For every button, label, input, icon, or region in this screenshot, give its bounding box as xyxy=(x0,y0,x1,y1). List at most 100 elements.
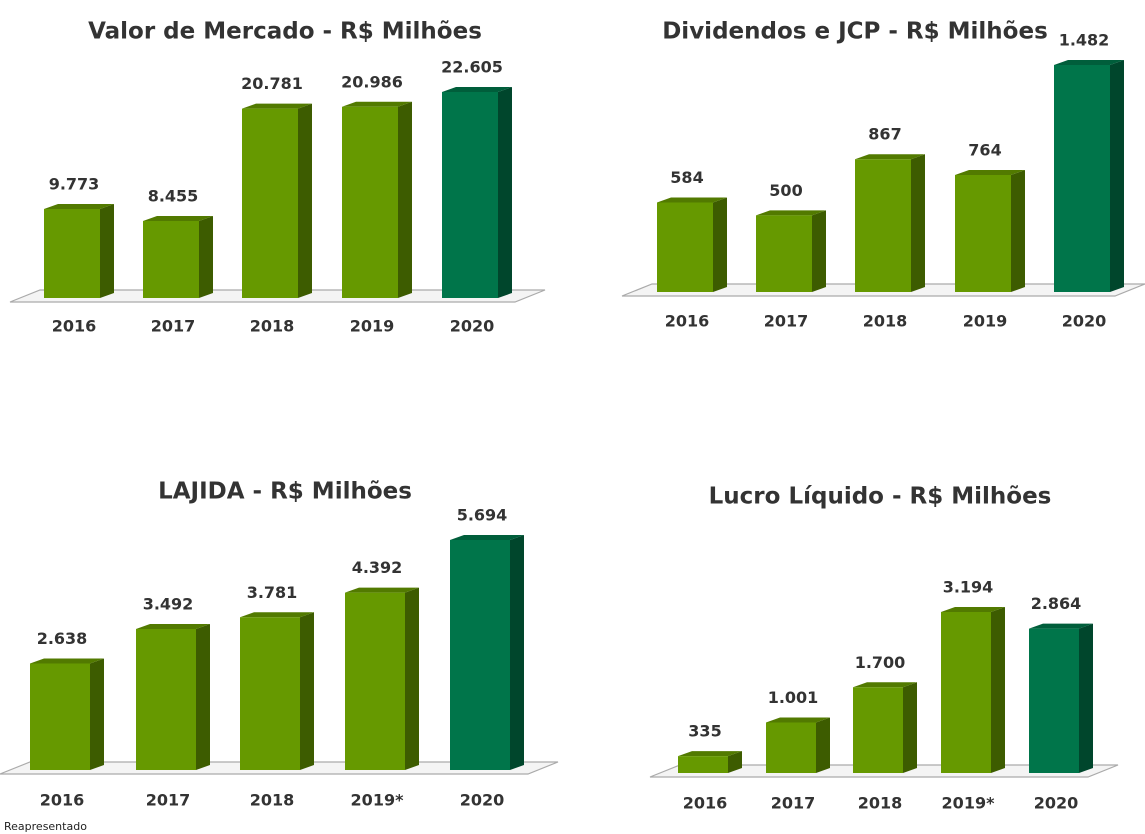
bar-face xyxy=(90,658,104,770)
x-tick-label: 2016 xyxy=(683,794,728,813)
bar-face xyxy=(342,101,412,107)
bar-face xyxy=(855,159,911,292)
bar-face xyxy=(678,756,728,773)
value-label: 20.986 xyxy=(341,72,403,91)
x-tick-label: 2017 xyxy=(771,794,816,813)
bar xyxy=(136,623,210,770)
value-label: 22.605 xyxy=(441,58,503,77)
bar-face xyxy=(510,535,524,770)
value-label: 500 xyxy=(769,181,802,200)
bar-face xyxy=(44,203,114,209)
bar-face xyxy=(1011,169,1025,292)
value-label: 3.194 xyxy=(943,578,994,597)
value-label: 1.001 xyxy=(768,688,819,707)
bar-face xyxy=(955,169,1025,175)
value-label: 867 xyxy=(868,125,901,144)
x-tick-label: 2020 xyxy=(1034,794,1079,813)
value-label: 335 xyxy=(688,722,721,741)
value-label: 5.694 xyxy=(457,506,508,525)
value-label: 584 xyxy=(670,168,703,187)
bar-face xyxy=(991,607,1005,773)
x-tick-label: 2019 xyxy=(350,317,395,336)
bar-face xyxy=(1054,60,1124,65)
bar-face xyxy=(812,210,826,292)
x-tick-label: 2017 xyxy=(146,791,191,810)
value-label: 9.773 xyxy=(49,174,100,193)
value-label: 2.638 xyxy=(37,629,88,648)
bar-face xyxy=(100,203,114,298)
x-tick-label: 2018 xyxy=(863,312,908,331)
x-tick-label: 2020 xyxy=(460,791,505,810)
bar xyxy=(345,587,419,770)
bar-face xyxy=(1110,60,1124,292)
bar-face xyxy=(1029,623,1093,629)
value-label: 764 xyxy=(968,140,1001,159)
bar-face xyxy=(498,87,512,298)
x-tick-label: 2019 xyxy=(963,312,1008,331)
bar-face xyxy=(678,751,742,757)
bar-face xyxy=(242,103,312,109)
value-label: 20.781 xyxy=(241,74,303,93)
bar-face xyxy=(728,751,742,773)
bar-face xyxy=(242,108,298,298)
bar-face xyxy=(941,607,1005,612)
x-tick-label: 2018 xyxy=(250,791,295,810)
bar-face xyxy=(766,722,816,773)
bar-face xyxy=(816,717,830,773)
bar-face xyxy=(143,220,199,298)
bar-face xyxy=(240,612,314,618)
x-tick-label: 2019* xyxy=(351,791,405,810)
bar xyxy=(44,203,114,298)
x-tick-label: 2016 xyxy=(52,317,97,336)
x-tick-label: 2019* xyxy=(942,794,996,813)
bar-face xyxy=(30,658,104,664)
x-tick-label: 2018 xyxy=(250,317,295,336)
bar xyxy=(756,210,826,292)
value-label: 3.781 xyxy=(247,583,298,602)
bar xyxy=(143,215,213,298)
bar xyxy=(450,535,524,770)
bar-face xyxy=(44,208,100,298)
bar-face xyxy=(199,215,213,298)
x-tick-label: 2018 xyxy=(858,794,903,813)
x-tick-label: 2020 xyxy=(1062,312,1107,331)
bar-face xyxy=(766,717,830,723)
bar-face xyxy=(756,215,812,292)
bar-face xyxy=(136,623,210,629)
bar-face xyxy=(345,587,419,593)
bar-face xyxy=(405,587,419,770)
bar-face xyxy=(398,101,412,298)
bar-face xyxy=(853,682,917,688)
bar xyxy=(657,197,727,292)
bar xyxy=(955,169,1025,292)
bar-face xyxy=(657,197,727,203)
footnote: Reapresentado xyxy=(4,820,87,833)
bar-face xyxy=(342,106,398,298)
bar-face xyxy=(450,535,524,540)
bar xyxy=(678,751,742,773)
x-tick-label: 2017 xyxy=(764,312,809,331)
bar-face xyxy=(756,210,826,216)
bar-face xyxy=(136,628,196,770)
bar-face xyxy=(345,592,405,770)
bar-face xyxy=(298,103,312,298)
chart-title: Lucro Líquido - R$ Milhões xyxy=(709,484,1052,510)
value-label: 1.700 xyxy=(855,653,906,672)
bar-face xyxy=(143,215,213,221)
x-tick-label: 2016 xyxy=(665,312,710,331)
chart-title: Dividendos e JCP - R$ Milhões xyxy=(662,19,1048,45)
value-label: 1.482 xyxy=(1059,31,1110,50)
bar xyxy=(941,607,1005,773)
chart-title: Valor de Mercado - R$ Milhões xyxy=(88,19,482,45)
bar xyxy=(855,154,925,292)
x-tick-label: 2020 xyxy=(450,317,495,336)
bar xyxy=(342,101,412,298)
bar-face xyxy=(713,197,727,292)
chart-title: LAJIDA - R$ Milhões xyxy=(158,479,412,505)
x-tick-label: 2016 xyxy=(40,791,85,810)
bar-face xyxy=(955,174,1011,292)
value-label: 3.492 xyxy=(143,594,194,613)
bar xyxy=(240,612,314,770)
bar xyxy=(442,87,512,298)
